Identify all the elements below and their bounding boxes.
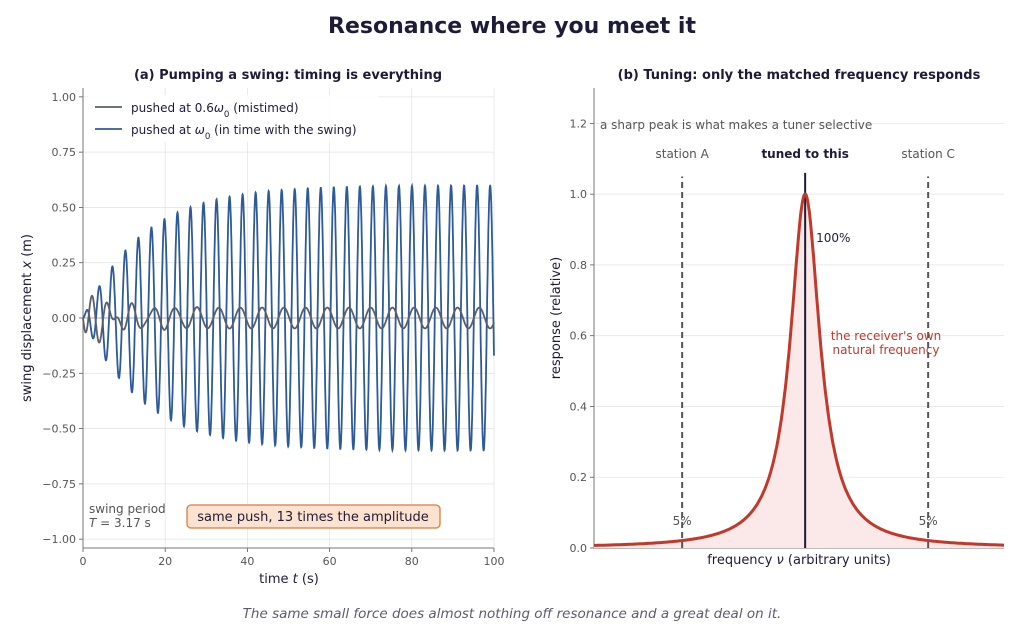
y-tick-label: −0.75 [42,478,76,491]
tuned-label: tuned to this [761,147,848,161]
annotation-box [186,504,441,529]
panel-a: −1.00 −0.75 −0.50 −0.25 0.00 0.25 0.50 0.75 1.00… [20,68,505,587]
legend-box [88,95,378,142]
y-axis-label: response (relative) [549,257,564,379]
y-tick-label: −0.25 [42,367,76,380]
peak-response-label: 100% [816,231,850,245]
panel-b: 0.0 0.2 0.4 0.6 0.8 1.0 1.2 station A tuned to t… [549,68,1004,568]
station-c-response: 5% [919,514,938,528]
y-tick-label: −1.00 [42,533,76,546]
x-tick-label: 60 [323,555,337,568]
y-tick-label: 0.25 [52,257,77,270]
x-axis-label: time t (s) [259,572,319,587]
y-tick-label: 0.4 [570,400,588,413]
series-line-in-time [82,182,495,454]
y-tick-label: 0.75 [52,146,77,159]
period-annotation: swing period [89,502,166,516]
station-a-response: 5% [673,514,692,528]
y-tick-label: 1.00 [52,91,77,104]
annotation-box-text: same push, 13 times the amplitude [197,510,428,525]
y-tick-label: 0.00 [52,312,77,325]
panel-a-title: (a) Pumping a swing: timing is everythin… [134,68,442,83]
x-axis-label: frequency ν (arbitrary units) [707,553,891,568]
y-axis-label: swing displacement x (m) [20,234,35,402]
response-curve [594,192,1004,547]
y-tick-label: 0.50 [52,201,77,214]
legend: pushed at 0.6ω0 (mistimed) pushed at ω0 (… [88,95,378,142]
natural-frequency-note-2: natural frequency [833,343,940,357]
series-line-mistimed [82,294,495,344]
legend-label-mistimed: pushed at 0.6ω0 (mistimed) [131,101,299,120]
natural-frequency-note: the receiver's own [831,329,941,343]
x-tick-label: 40 [240,555,254,568]
y-tick-label: 0.0 [570,542,588,555]
period-annotation-value: T = 3.17 s [89,516,151,530]
x-tick-label: 100 [484,555,505,568]
y-tick-label: −0.50 [42,423,76,436]
y-tick-label: 1.2 [570,117,588,130]
x-tick-label: 80 [405,555,419,568]
y-tick-label: 0.8 [570,259,588,272]
station-a-label: station A [655,147,709,161]
legend-label-in-time: pushed at ω0 (in time with the swing) [131,123,357,142]
y-tick-label: 1.0 [570,188,588,201]
y-tick-label: 0.6 [570,330,588,343]
panel-b-title: (b) Tuning: only the matched frequency r… [618,68,981,83]
station-c-label: station C [901,147,955,161]
top-note: a sharp peak is what makes a tuner selec… [600,118,872,132]
figure-caption: The same small force does almost nothing… [242,606,782,622]
x-tick-label: 20 [158,555,172,568]
response-fill [594,194,1004,548]
x-tick-label: 0 [80,555,87,568]
figure-title: Resonance where you meet it [328,14,696,39]
y-tick-label: 0.2 [570,471,588,484]
